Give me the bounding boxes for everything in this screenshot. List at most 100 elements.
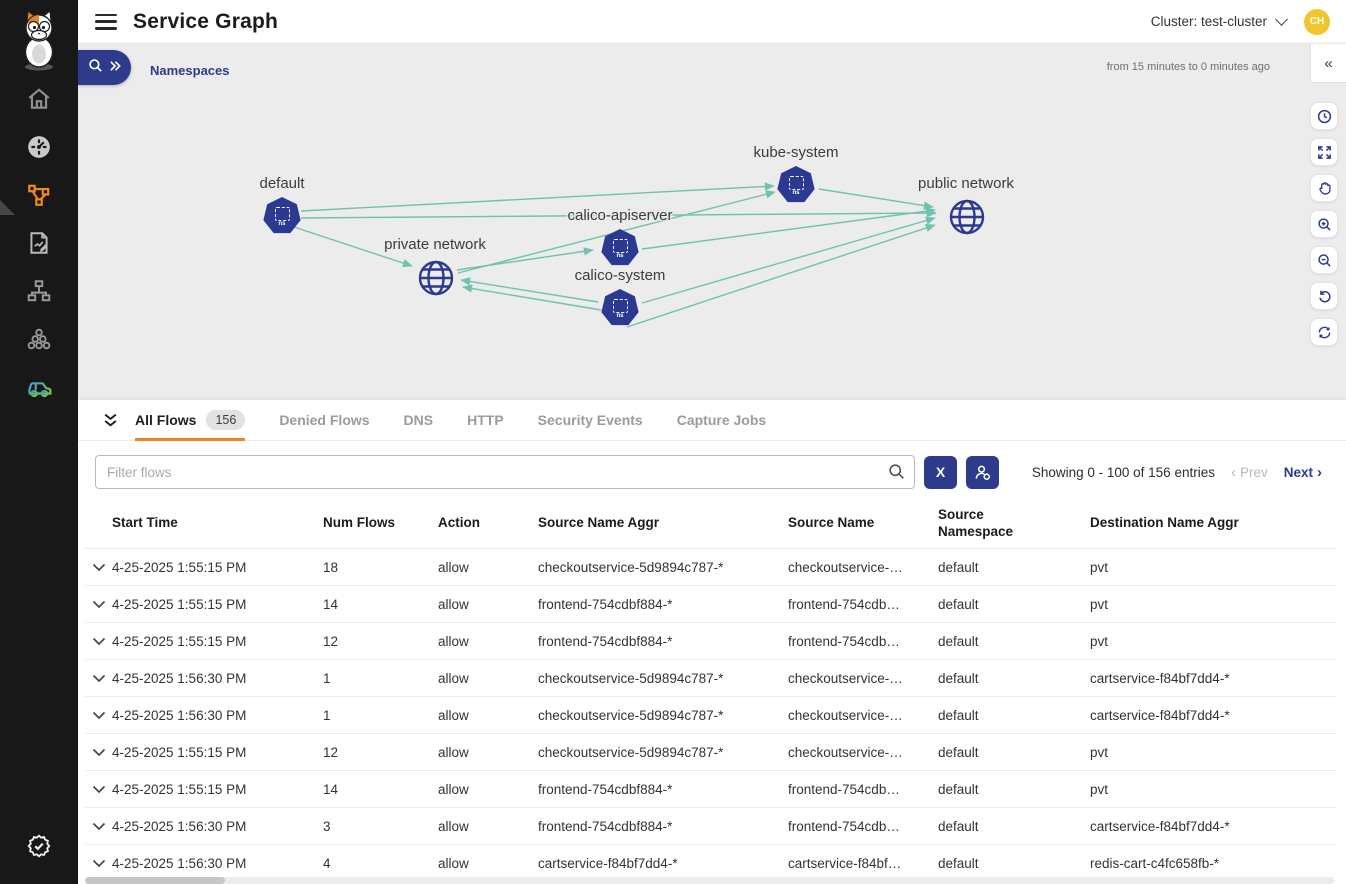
sidebar-item-network[interactable]: [0, 280, 78, 307]
table-row[interactable]: 4-25-2025 1:56:30 PM 3 allow frontend-754cd…: [85, 808, 1337, 845]
table-row[interactable]: 4-25-2025 1:55:15 PM 14 allow frontend-754c…: [85, 771, 1337, 808]
sidebar-nav: [0, 88, 78, 403]
column-header[interactable]: Source Namespace: [938, 507, 1014, 539]
horizontal-scrollbar-thumb[interactable]: [85, 877, 225, 884]
sidebar-item-compliance[interactable]: [0, 834, 78, 862]
tab-security-events[interactable]: Security Events: [538, 400, 643, 441]
next-page-button[interactable]: Next ›: [1283, 463, 1322, 481]
tab-label: Security Events: [537, 411, 643, 428]
row-expand-chevron-icon[interactable]: [85, 600, 112, 609]
zoom-out-button[interactable]: [1310, 246, 1338, 274]
graph-edge: [293, 226, 413, 268]
clear-filter-button[interactable]: X: [924, 455, 957, 489]
table-cell: frontend-754cdbf884-*: [538, 596, 673, 612]
sidebar-item-home[interactable]: [0, 88, 78, 115]
fit-view-button[interactable]: [1310, 138, 1338, 166]
table-row[interactable]: 4-25-2025 1:56:30 PM 1 allow checkoutservic…: [85, 697, 1337, 734]
table-row[interactable]: 4-25-2025 1:56:30 PM 1 allow checkoutservic…: [85, 660, 1337, 697]
page-title: Service Graph: [133, 9, 279, 33]
table-cell: allow: [438, 707, 469, 723]
graph-node-public-network[interactable]: [947, 197, 987, 242]
table-cell: default: [938, 707, 979, 723]
filter-flows-input[interactable]: [95, 455, 915, 489]
showing-entries-label: Showing 0 - 100 of 156 entries: [1031, 464, 1215, 480]
undo-layout-button[interactable]: [1310, 282, 1338, 310]
table-cell: checkoutservice-5d9894c787-*: [538, 670, 724, 686]
service-graph-icon: [26, 182, 52, 213]
time-settings-button[interactable]: [1310, 102, 1338, 130]
prev-page-button[interactable]: ‹ Prev: [1230, 463, 1268, 481]
table-row[interactable]: 4-25-2025 1:55:15 PM 12 allow checkoutservi…: [85, 734, 1337, 771]
table-cell: default: [938, 559, 979, 575]
table-cell: frontend-754cdb…: [788, 818, 900, 834]
table-cell: pvt: [1090, 744, 1109, 760]
graph-node-default[interactable]: ns: [263, 197, 301, 235]
row-expand-chevron-icon[interactable]: [85, 748, 112, 757]
service-graph-canvas[interactable]: ns default private network ns calico-apiserv…: [78, 44, 1346, 400]
horizontal-scrollbar[interactable]: [85, 877, 1334, 884]
graph-node-label: public network: [918, 175, 1014, 192]
sidebar-item-components[interactable]: [0, 328, 78, 355]
column-header[interactable]: Start Time: [112, 515, 178, 531]
calico-cat-logo: [12, 8, 66, 74]
row-expand-chevron-icon[interactable]: [85, 674, 112, 683]
zoom-out-icon: [1317, 253, 1331, 267]
row-expand-chevron-icon[interactable]: [85, 563, 112, 572]
graph-node-private-network[interactable]: [416, 258, 456, 303]
tab-dns[interactable]: DNS: [404, 400, 434, 441]
sidebar-item-service-graph[interactable]: [0, 182, 78, 215]
graph-node-label: calico-apiserver: [567, 207, 673, 224]
table-cell: default: [938, 781, 979, 797]
sidebar-item-image-assurance[interactable]: [0, 376, 78, 403]
globe-icon: [949, 199, 985, 235]
table-row[interactable]: 4-25-2025 1:55:15 PM 14 allow frontend-754c…: [85, 586, 1337, 623]
zoom-in-button[interactable]: [1310, 210, 1338, 238]
sidebar-item-dashboard[interactable]: [0, 136, 78, 163]
column-header[interactable]: Source Name Aggr: [538, 515, 660, 531]
tab-all-flows[interactable]: All Flows 156: [135, 400, 246, 441]
column-header[interactable]: Source Name: [788, 515, 875, 531]
table-row[interactable]: 4-25-2025 1:55:15 PM 18 allow checkoutservi…: [85, 549, 1337, 586]
graph-search-pill[interactable]: [78, 50, 131, 85]
collapse-panel-button[interactable]: «: [1310, 44, 1346, 83]
column-header[interactable]: Num Flows: [323, 515, 396, 531]
row-expand-chevron-icon[interactable]: [85, 822, 112, 831]
table-row[interactable]: 4-25-2025 1:55:15 PM 12 allow frontend-754c…: [85, 623, 1337, 660]
avatar[interactable]: CH: [1304, 8, 1330, 35]
hamburger-menu-icon[interactable]: [95, 13, 117, 30]
table-cell: cartservice-f84bf…: [788, 855, 902, 871]
row-expand-chevron-icon[interactable]: [85, 785, 112, 794]
table-cell: 4: [323, 855, 331, 871]
graph-node-kube-system[interactable]: ns: [777, 166, 815, 204]
tab-denied-flows[interactable]: Denied Flows: [279, 400, 369, 441]
table-cell: 4-25-2025 1:56:30 PM: [112, 818, 247, 834]
user-gear-icon: [975, 465, 991, 480]
zoom-in-icon: [1317, 217, 1331, 231]
row-expand-chevron-icon[interactable]: [85, 637, 112, 646]
table-cell: checkoutservice-…: [788, 670, 903, 686]
graph-node-calico-system[interactable]: ns: [601, 289, 639, 327]
row-expand-chevron-icon[interactable]: [85, 711, 112, 720]
table-cell: default: [938, 670, 979, 686]
table-cell: allow: [438, 670, 469, 686]
topbar-right: Cluster: test-cluster CH: [1151, 8, 1330, 35]
graph-edge: [626, 223, 936, 328]
tab-http[interactable]: HTTP: [467, 400, 504, 441]
column-header[interactable]: Action: [438, 515, 480, 531]
tab-capture-jobs[interactable]: Capture Jobs: [677, 400, 766, 441]
sidebar-item-reports[interactable]: [0, 232, 78, 259]
column-header[interactable]: Destination Name Aggr: [1090, 515, 1239, 531]
refresh-button[interactable]: [1310, 318, 1338, 346]
table-cell: allow: [438, 744, 469, 760]
tab-label: Capture Jobs: [676, 411, 767, 428]
column-settings-button[interactable]: [966, 455, 999, 489]
cluster-selector[interactable]: Cluster: test-cluster: [1151, 13, 1288, 29]
tab-count-badge: 156: [206, 409, 246, 430]
table-cell: frontend-754cdb…: [788, 781, 900, 797]
collapse-flows-button[interactable]: [102, 413, 119, 428]
pan-button[interactable]: [1310, 174, 1338, 202]
graph-node-calico-apiserver[interactable]: ns: [601, 229, 639, 267]
breadcrumb[interactable]: Namespaces: [150, 63, 230, 78]
table-cell: 3: [323, 818, 331, 834]
row-expand-chevron-icon[interactable]: [85, 859, 112, 868]
